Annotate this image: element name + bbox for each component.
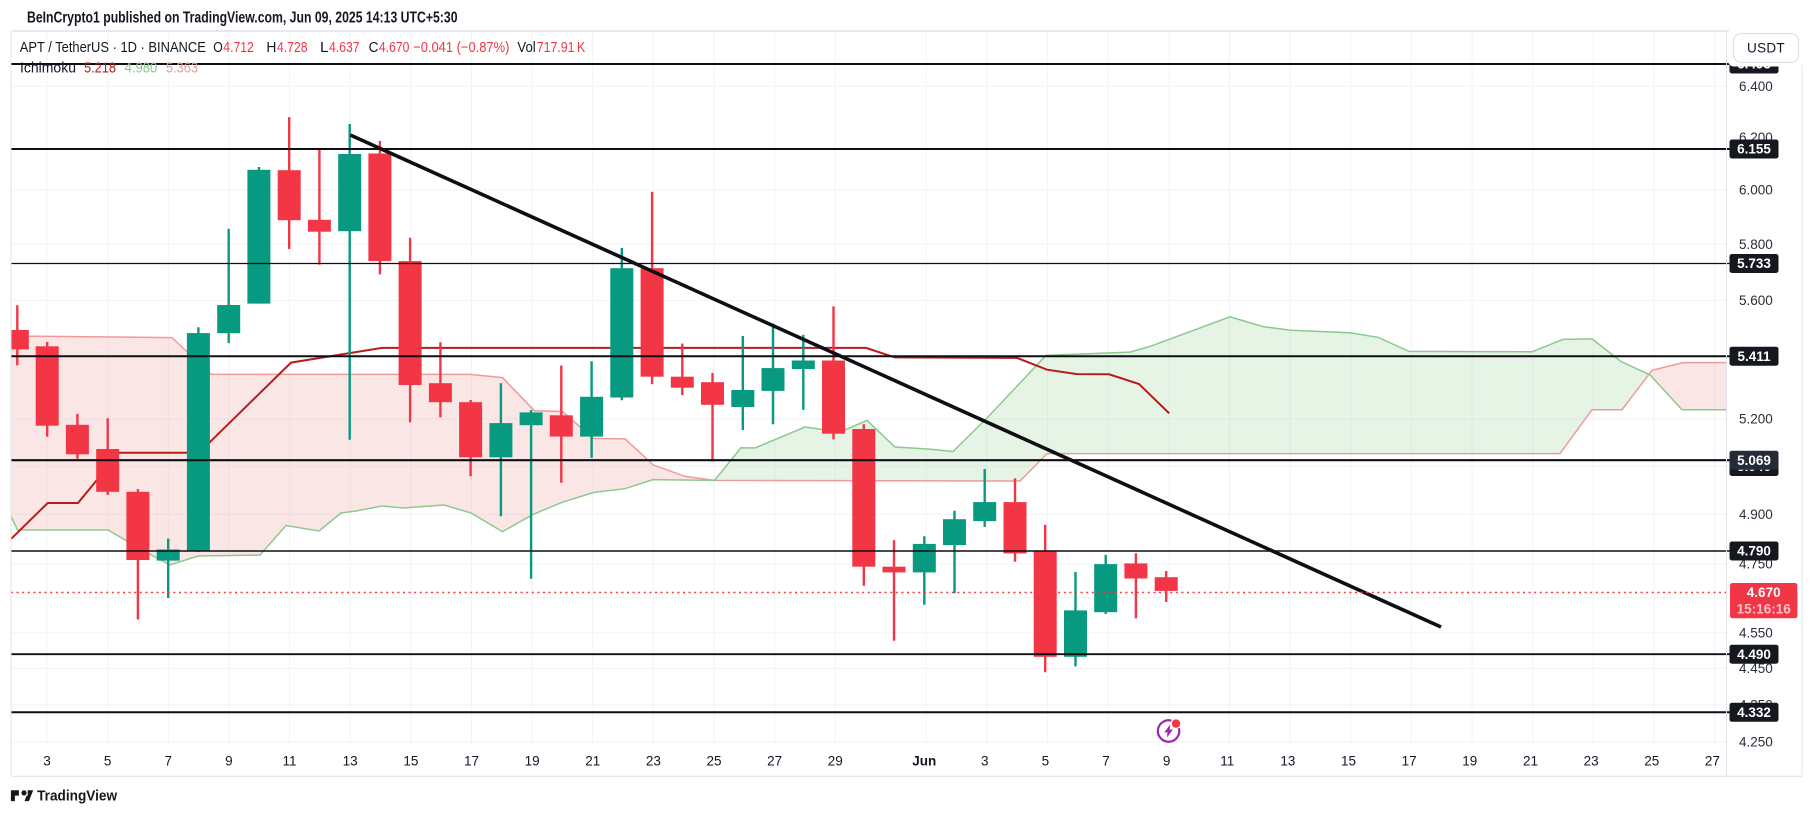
- svg-text:4.332: 4.332: [1737, 705, 1771, 720]
- svg-text:4.450: 4.450: [1739, 661, 1773, 676]
- svg-text:9: 9: [1163, 754, 1171, 769]
- svg-text:13: 13: [343, 754, 358, 769]
- svg-text:4.670: 4.670: [379, 40, 410, 56]
- svg-text:15: 15: [403, 754, 418, 769]
- svg-text:5.218: 5.218: [84, 60, 116, 76]
- svg-text:5.800: 5.800: [1739, 237, 1773, 252]
- svg-text:7: 7: [165, 754, 173, 769]
- svg-text:4.790: 4.790: [1737, 544, 1771, 559]
- svg-text:17: 17: [464, 754, 479, 769]
- svg-text:Vol: Vol: [517, 40, 535, 56]
- svg-text:5: 5: [104, 754, 112, 769]
- svg-text:−0.041 (−0.87%): −0.041 (−0.87%): [413, 40, 509, 56]
- svg-text:H: H: [266, 40, 276, 56]
- svg-text:3: 3: [43, 754, 51, 769]
- svg-text:TradingView: TradingView: [37, 788, 117, 805]
- svg-text:C: C: [369, 40, 379, 56]
- svg-text:O: O: [213, 40, 223, 56]
- svg-text:4.728: 4.728: [277, 40, 308, 56]
- svg-text:3: 3: [981, 754, 989, 769]
- svg-text:15:16:16: 15:16:16: [1737, 602, 1792, 617]
- svg-text:25: 25: [707, 754, 722, 769]
- svg-text:11: 11: [1220, 754, 1234, 769]
- svg-text:5.363: 5.363: [166, 60, 198, 76]
- svg-text:4.250: 4.250: [1739, 735, 1773, 750]
- svg-text:19: 19: [525, 754, 540, 769]
- svg-text:4.712: 4.712: [223, 40, 254, 56]
- svg-text:13: 13: [1280, 754, 1295, 769]
- svg-text:6.155: 6.155: [1737, 142, 1771, 157]
- svg-text:4.980: 4.980: [125, 60, 158, 76]
- svg-text:23: 23: [1584, 754, 1599, 769]
- svg-text:4.900: 4.900: [1739, 507, 1773, 522]
- svg-text:29: 29: [828, 754, 843, 769]
- svg-text:6.400: 6.400: [1739, 79, 1773, 94]
- svg-text:25: 25: [1644, 754, 1659, 769]
- svg-text:4.490: 4.490: [1737, 647, 1771, 662]
- svg-text:717.91 K: 717.91 K: [537, 40, 586, 56]
- svg-text:27: 27: [1705, 754, 1720, 769]
- svg-text:4.637: 4.637: [329, 40, 360, 56]
- svg-text:19: 19: [1462, 754, 1477, 769]
- svg-text:27: 27: [767, 754, 782, 769]
- svg-text:5.069: 5.069: [1737, 453, 1771, 468]
- svg-text:5.600: 5.600: [1739, 293, 1773, 308]
- svg-text:5.200: 5.200: [1739, 412, 1773, 427]
- svg-text:11: 11: [283, 754, 297, 769]
- svg-text:17: 17: [1402, 754, 1417, 769]
- svg-text:BeInCrypto1 published on Tradi: BeInCrypto1 published on TradingView.com…: [27, 10, 458, 27]
- svg-text:4.670: 4.670: [1747, 585, 1781, 600]
- svg-text:5.411: 5.411: [1737, 349, 1771, 364]
- svg-text:21: 21: [1523, 754, 1538, 769]
- svg-text:21: 21: [585, 754, 600, 769]
- svg-text:7: 7: [1102, 754, 1110, 769]
- svg-text:5: 5: [1042, 754, 1050, 769]
- svg-text:4.550: 4.550: [1739, 625, 1773, 640]
- svg-text:15: 15: [1341, 754, 1356, 769]
- svg-text:6.000: 6.000: [1739, 183, 1773, 198]
- svg-text:23: 23: [646, 754, 661, 769]
- svg-text:L: L: [320, 40, 329, 56]
- svg-text:USDT: USDT: [1747, 41, 1785, 56]
- svg-text:Ichimoku: Ichimoku: [20, 60, 76, 76]
- svg-text:9: 9: [225, 754, 233, 769]
- svg-text:Jun: Jun: [912, 754, 936, 769]
- svg-text:5.733: 5.733: [1737, 256, 1771, 271]
- svg-text:APT / TetherUS · 1D · BINANCE: APT / TetherUS · 1D · BINANCE: [20, 40, 206, 56]
